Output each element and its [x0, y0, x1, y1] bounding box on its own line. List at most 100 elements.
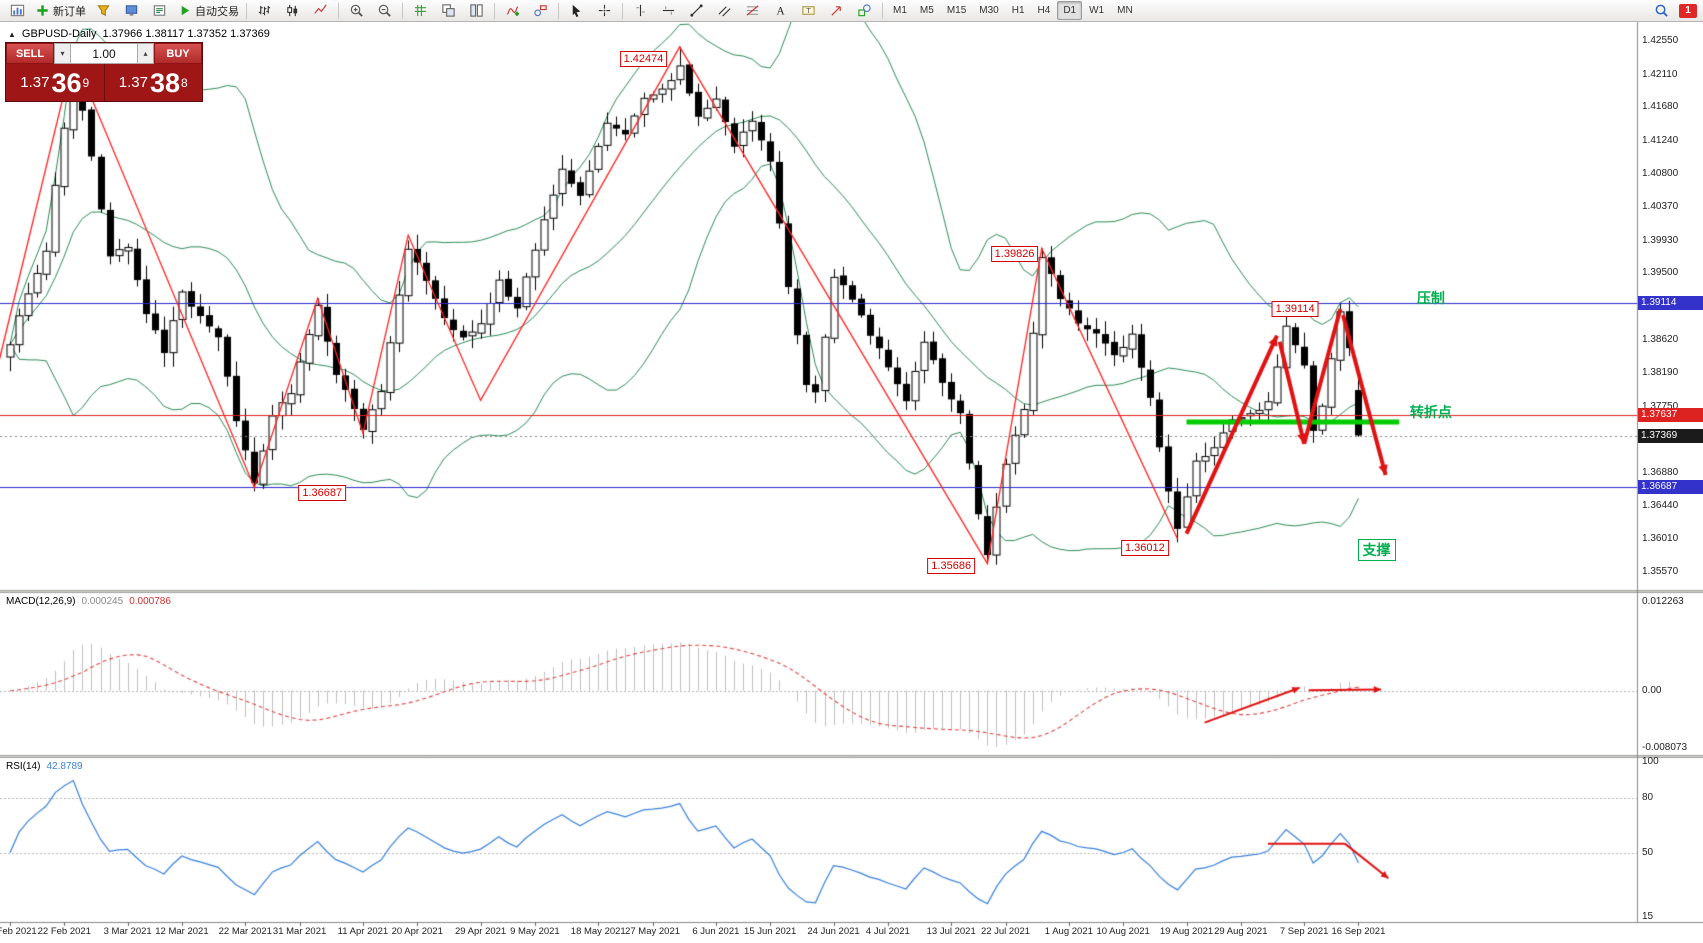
new-order-button[interactable]: 新订单 [32, 0, 89, 21]
bars-chart-button[interactable] [251, 0, 278, 21]
toolbar-separator [622, 2, 623, 19]
indicators-button[interactable] [499, 0, 526, 21]
line-chart-button[interactable] [307, 0, 334, 21]
grid-button[interactable] [407, 0, 434, 21]
toolbar-separator [338, 2, 339, 19]
svg-text:T: T [806, 6, 811, 15]
indicators-icon [505, 3, 520, 18]
zoom-in-icon [349, 3, 364, 18]
text-label-button[interactable]: T [795, 0, 822, 21]
toolbar-separator [402, 2, 403, 19]
one-click-trading-panel: SELL ▾ 1.00 ▴ BUY 1.37 36 9 1.37 38 8 [5, 42, 203, 102]
buy-price-integer: 1.37 [118, 74, 148, 91]
chart-window-icon [10, 3, 25, 18]
zoom-out-button[interactable] [371, 0, 398, 21]
terminal-icon [152, 3, 167, 18]
terminal-button[interactable] [146, 0, 173, 21]
timeframe-m30-button[interactable]: M30 [979, 5, 999, 16]
volume-step-down-icon[interactable]: ▾ [54, 43, 71, 64]
trendline-button[interactable] [683, 0, 710, 21]
fibonacci-icon [745, 3, 760, 18]
objects-icon [533, 3, 548, 18]
candlestick-chart-button[interactable] [279, 0, 306, 21]
toolbar-separator [246, 2, 247, 19]
search-icon [1654, 3, 1669, 18]
timeframe-m15-button[interactable]: M15 [946, 5, 967, 16]
price-chart-canvas[interactable] [0, 22, 1703, 943]
volume-step-up-icon[interactable]: ▴ [137, 43, 154, 64]
fibonacci-button[interactable] [739, 0, 766, 21]
zoom-in-button[interactable] [343, 0, 370, 21]
sell-price-integer: 1.37 [20, 74, 50, 91]
trendline-icon [689, 3, 704, 18]
filter-button[interactable] [90, 0, 117, 21]
arrange-windows-icon [469, 3, 484, 18]
channel-button[interactable] [711, 0, 738, 21]
candlestick-chart-icon [285, 3, 300, 18]
buy-button[interactable]: BUY [154, 43, 202, 64]
toolbar-separator [494, 2, 495, 19]
notification-badge[interactable]: 1 [1679, 3, 1697, 18]
toolbar-group [251, 0, 334, 21]
timeframe-toolbar: M1 M5 M15 M30 H1 H4 D1 W1 MN [887, 1, 1139, 20]
toolbar-group [499, 0, 554, 21]
toolbar-separator [882, 2, 883, 19]
filter-icon [96, 3, 111, 18]
horizontal-line-button[interactable] [655, 0, 682, 21]
new-order-icon [35, 3, 50, 18]
autotrading-label: 自动交易 [195, 5, 239, 18]
sell-price-pips: 36 [51, 67, 82, 98]
autotrading-button[interactable]: 自动交易 [174, 0, 242, 21]
chart-window-button[interactable] [4, 0, 31, 21]
timeframe-d1-button[interactable]: D1 [1057, 1, 1083, 20]
timeframe-h4-button[interactable]: H4 [1037, 5, 1051, 16]
sell-button[interactable]: SELL [6, 43, 54, 64]
toolbar-group: 新订单 自动交易 [4, 0, 242, 21]
text-button[interactable]: A [767, 0, 794, 21]
buy-price-pips: 38 [149, 67, 181, 98]
toolbar-separator [558, 2, 559, 19]
channel-icon [717, 3, 732, 18]
toolbar-right-cluster: 1 [1648, 0, 1699, 21]
shapes-icon [857, 3, 872, 18]
timeframe-mn-button[interactable]: MN [1117, 5, 1133, 16]
search-button[interactable] [1648, 0, 1675, 21]
text-icon: A [773, 3, 788, 18]
crosshair-button[interactable] [591, 0, 618, 21]
toolbar-group [563, 0, 618, 21]
cursor-icon [569, 3, 584, 18]
volume-input[interactable]: 1.00 [71, 43, 137, 64]
text-label-icon: T [801, 3, 816, 18]
buy-price-display[interactable]: 1.37 38 8 [103, 64, 202, 101]
timeframe-m5-button[interactable]: M5 [919, 5, 934, 16]
arrange-windows-button[interactable] [463, 0, 490, 21]
new-order-label: 新订单 [53, 5, 86, 18]
bars-chart-icon [257, 3, 272, 18]
svg-text:A: A [776, 5, 785, 17]
market-watch-icon [124, 3, 139, 18]
cursor-button[interactable] [563, 0, 590, 21]
grid-icon [413, 3, 428, 18]
sell-price-display[interactable]: 1.37 36 9 [6, 64, 104, 101]
autotrading-icon [177, 3, 192, 18]
shapes-button[interactable] [851, 0, 878, 21]
arrows-button[interactable] [823, 0, 850, 21]
timeframe-w1-button[interactable]: W1 [1089, 5, 1105, 16]
sell-price-point: 9 [82, 75, 90, 90]
objects-button[interactable] [527, 0, 554, 21]
tile-windows-button[interactable] [435, 0, 462, 21]
timeframe-m1-button[interactable]: M1 [893, 5, 907, 16]
vertical-line-button[interactable] [627, 0, 654, 21]
zoom-out-icon [377, 3, 392, 18]
main-toolbar: 新订单 自动交易 A T M1 M5 M15 M30 H1 H4 D1 W1 MN 1 [0, 0, 1703, 22]
line-chart-icon [313, 3, 328, 18]
buy-price-point: 8 [181, 75, 188, 90]
arrows-icon [829, 3, 844, 18]
toolbar-group [407, 0, 490, 21]
crosshair-icon [597, 3, 612, 18]
timeframe-h1-button[interactable]: H1 [1011, 5, 1025, 16]
horizontal-line-icon [661, 3, 676, 18]
market-watch-button[interactable] [118, 0, 145, 21]
